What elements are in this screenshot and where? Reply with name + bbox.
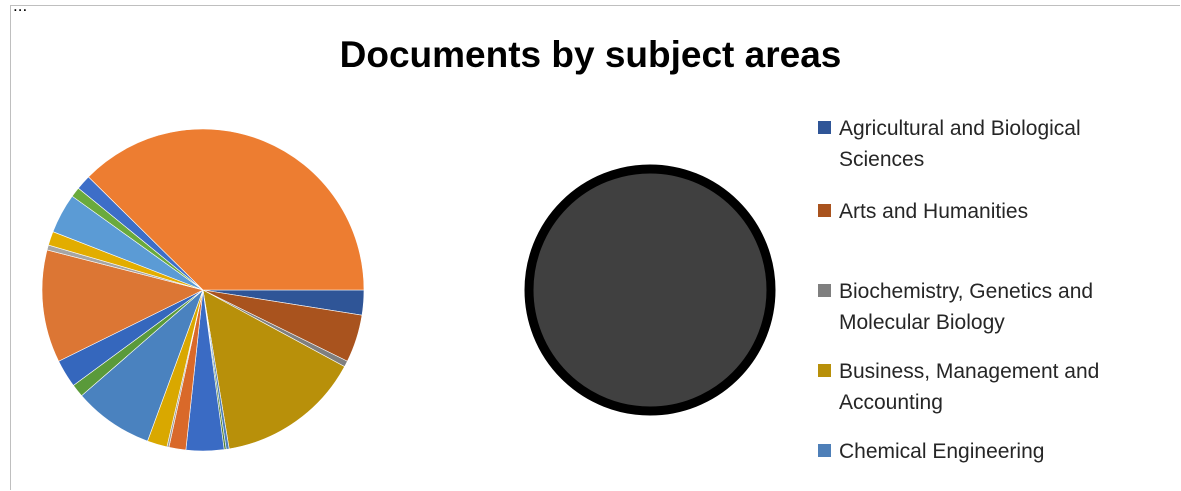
chart-title: Documents by subject areas bbox=[339, 34, 842, 75]
pie-slice-13 bbox=[41, 249, 204, 362]
legend-swatch bbox=[818, 284, 831, 297]
legend-item-biochemistry: Biochemistry, Genetics and Molecular Bio… bbox=[818, 276, 1158, 338]
legend-label: Business, Management and Accounting bbox=[839, 360, 1100, 414]
pie-slices bbox=[41, 128, 365, 452]
chart-frame: ... bbox=[10, 0, 1180, 490]
pie-slice-3 bbox=[202, 289, 345, 450]
pie-slice-19 bbox=[88, 128, 365, 291]
legend-label: Biochemistry, Genetics and Molecular Bio… bbox=[839, 280, 1094, 334]
legend-item-agricultural: Agricultural and Biological Sciences bbox=[818, 113, 1158, 175]
legend-item-business: Business, Management and Accounting bbox=[818, 356, 1158, 418]
legend-item-arts: Arts and Humanities bbox=[818, 196, 1158, 227]
legend-label: Arts and Humanities bbox=[839, 200, 1029, 223]
legend-swatch bbox=[818, 121, 831, 134]
legend-label: Agricultural and Biological Sciences bbox=[839, 117, 1081, 171]
legend-swatch bbox=[818, 204, 831, 217]
placeholder-circle bbox=[524, 164, 776, 416]
legend-swatch bbox=[818, 364, 831, 377]
legend-item-chemical-engineering: Chemical Engineering bbox=[818, 436, 1158, 467]
top-caption: ... bbox=[13, 0, 28, 15]
legend-label: Chemical Engineering bbox=[839, 440, 1045, 463]
legend-swatch bbox=[818, 444, 831, 457]
